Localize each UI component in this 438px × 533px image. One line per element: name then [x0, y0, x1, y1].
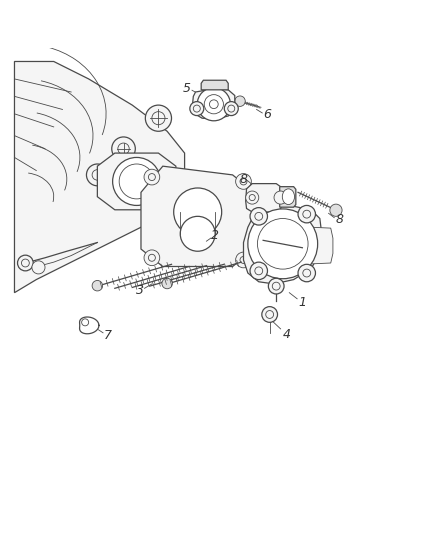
- Circle shape: [234, 96, 245, 107]
- Circle shape: [297, 205, 315, 223]
- Circle shape: [112, 137, 135, 160]
- Circle shape: [273, 191, 286, 204]
- Circle shape: [261, 306, 277, 322]
- Circle shape: [180, 216, 215, 251]
- Text: 8: 8: [335, 213, 343, 226]
- Circle shape: [247, 209, 317, 279]
- Text: 2: 2: [211, 230, 219, 243]
- Circle shape: [189, 102, 203, 116]
- Circle shape: [197, 87, 230, 121]
- Circle shape: [81, 319, 88, 326]
- Polygon shape: [245, 183, 282, 212]
- Polygon shape: [201, 80, 228, 90]
- Circle shape: [329, 204, 341, 216]
- Text: 4: 4: [283, 328, 290, 341]
- Circle shape: [224, 102, 238, 116]
- Text: 1: 1: [298, 296, 306, 309]
- Polygon shape: [14, 61, 184, 293]
- Text: 8: 8: [239, 173, 247, 186]
- Text: 5: 5: [182, 83, 191, 95]
- Text: 6: 6: [263, 108, 271, 121]
- Polygon shape: [97, 153, 176, 210]
- Circle shape: [144, 250, 159, 265]
- Circle shape: [18, 255, 33, 271]
- Text: 7: 7: [104, 329, 112, 342]
- Polygon shape: [79, 317, 99, 334]
- Circle shape: [173, 188, 221, 236]
- Ellipse shape: [282, 189, 294, 205]
- Circle shape: [235, 252, 251, 268]
- Polygon shape: [243, 205, 321, 284]
- Circle shape: [144, 169, 159, 185]
- Circle shape: [162, 278, 172, 289]
- Polygon shape: [311, 227, 332, 264]
- Circle shape: [86, 164, 108, 186]
- Circle shape: [32, 261, 45, 274]
- Polygon shape: [141, 166, 254, 266]
- Circle shape: [297, 264, 315, 282]
- Polygon shape: [192, 88, 234, 119]
- Circle shape: [92, 280, 102, 291]
- Circle shape: [250, 208, 267, 225]
- Text: 3: 3: [136, 284, 144, 296]
- Circle shape: [250, 262, 267, 280]
- Circle shape: [145, 105, 171, 131]
- Circle shape: [268, 278, 283, 294]
- Polygon shape: [279, 187, 295, 207]
- Circle shape: [245, 191, 258, 204]
- Circle shape: [113, 157, 160, 205]
- Circle shape: [235, 174, 251, 189]
